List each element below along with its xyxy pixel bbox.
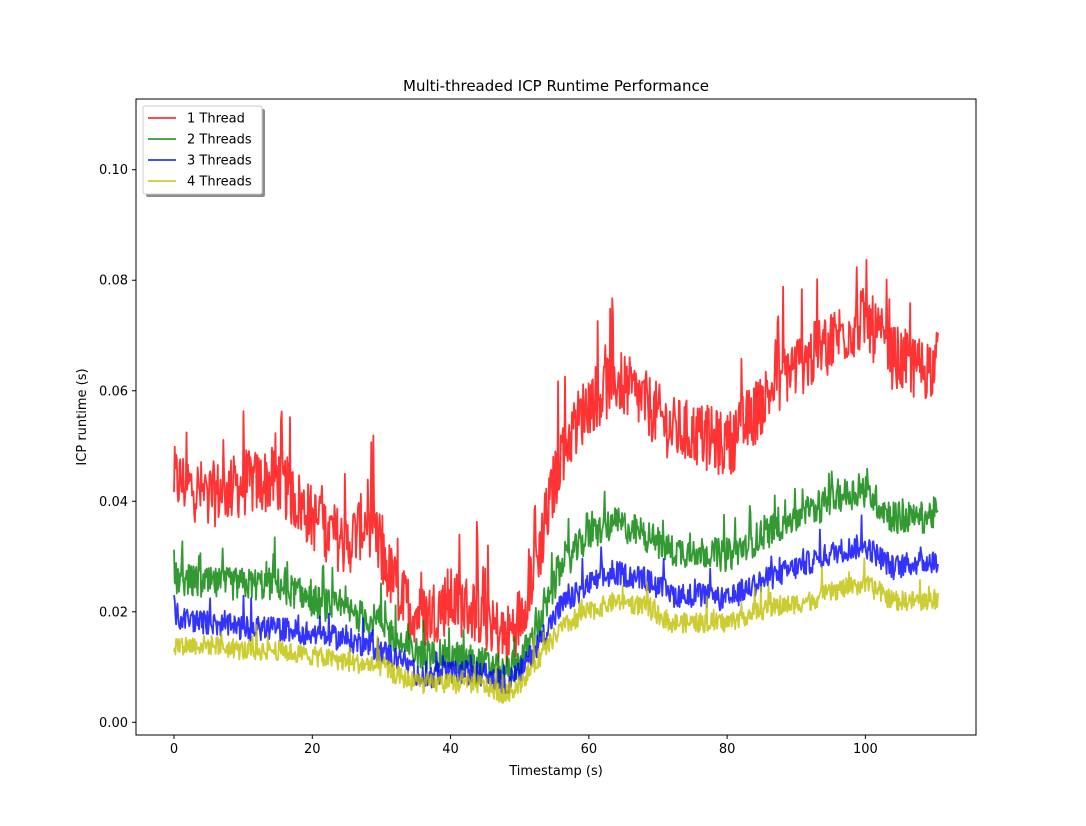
x-axis-title: Timestamp (s) — [508, 764, 603, 779]
x-tick-label: 60 — [581, 742, 598, 757]
x-tick-label: 40 — [442, 742, 459, 757]
legend-label: 3 Threads — [187, 154, 252, 169]
plot-lines — [173, 259, 939, 704]
plot-frame — [135, 98, 977, 736]
series-line-1 — [173, 259, 939, 668]
x-tick-label: 80 — [719, 742, 736, 757]
legend-box — [142, 105, 263, 195]
y-tick-label: 0.02 — [99, 605, 128, 620]
series-line-4 — [173, 557, 939, 704]
y-tick-label: 0.04 — [99, 495, 128, 510]
series-line-2 — [173, 467, 939, 686]
y-tick-label: 0.08 — [99, 274, 128, 289]
legend: 1 Thread 2 Threads 3 Threads 4 Threads — [142, 105, 265, 197]
y-tick-label: 0.10 — [99, 163, 128, 178]
series-line-3 — [173, 514, 939, 695]
y-axis-title: ICP runtime (s) — [75, 368, 90, 465]
x-tick-label: 100 — [853, 742, 878, 757]
legend-label: 2 Threads — [187, 133, 252, 148]
legend-label: 1 Thread — [187, 112, 245, 127]
axis-ticks: 0 20 40 60 80 100 0.00 0.02 0.04 0.06 0.08 0.10 — [99, 163, 878, 757]
y-tick-label: 0.00 — [99, 716, 128, 731]
chart-title: Multi-threaded ICP Runtime Performance — [403, 77, 709, 95]
x-tick-label: 0 — [170, 742, 178, 757]
y-tick-label: 0.06 — [99, 384, 128, 399]
legend-label: 4 Threads — [187, 175, 252, 190]
x-tick-label: 20 — [304, 742, 321, 757]
